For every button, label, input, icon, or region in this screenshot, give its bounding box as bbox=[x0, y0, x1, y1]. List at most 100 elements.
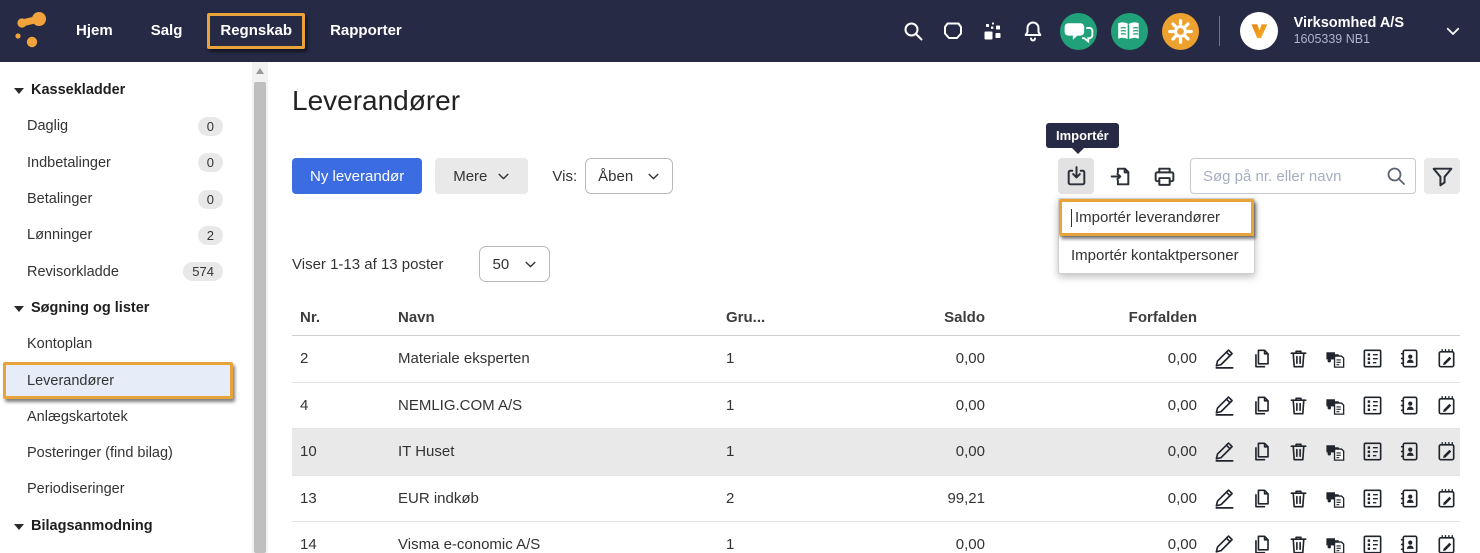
sidebar-item-label: Posteringer (find bilag) bbox=[27, 445, 173, 462]
company-switcher[interactable]: Virksomhed A/S 1605339 NB1 bbox=[1294, 14, 1404, 48]
delete-icon[interactable] bbox=[1287, 394, 1310, 417]
view-filter-value: Åben bbox=[598, 167, 634, 185]
sidebar-section-kassekladder[interactable]: Kassekladder bbox=[0, 72, 270, 108]
scrollbar-thumb[interactable] bbox=[254, 82, 266, 553]
note-icon[interactable] bbox=[1435, 440, 1458, 463]
invoice-list-icon[interactable] bbox=[1361, 394, 1384, 417]
row-actions bbox=[1197, 347, 1460, 370]
note-icon[interactable] bbox=[1435, 533, 1458, 553]
search-icon[interactable] bbox=[900, 18, 926, 44]
search-icon[interactable] bbox=[1384, 164, 1408, 188]
sidebar-item-anl-gskartotek[interactable]: Anlægskartotek bbox=[3, 399, 233, 435]
edit-icon[interactable] bbox=[1213, 440, 1236, 463]
delivery-icon[interactable] bbox=[1324, 440, 1347, 463]
notifications-icon[interactable] bbox=[1020, 18, 1046, 44]
copy-icon[interactable] bbox=[1250, 487, 1273, 510]
sidebar-item-label: Revisorkladde bbox=[27, 263, 119, 280]
sidebar-item-label: Anlægskartotek bbox=[27, 408, 128, 425]
delivery-icon[interactable] bbox=[1324, 533, 1347, 553]
note-icon[interactable] bbox=[1435, 347, 1458, 370]
nav-item-rapporter[interactable]: Rapporter bbox=[330, 22, 402, 39]
invoice-list-icon[interactable] bbox=[1361, 533, 1384, 553]
contacts-icon[interactable] bbox=[1398, 487, 1421, 510]
top-navbar: Hjem Salg Regnskab Rapporter Virksomhed A/S… bbox=[0, 0, 1480, 62]
chevron-down-icon[interactable] bbox=[1444, 22, 1462, 40]
table-row[interactable]: 14 Visma e-conomic A/S 1 0,00 0,00 bbox=[292, 522, 1460, 553]
contacts-icon[interactable] bbox=[1398, 440, 1421, 463]
copy-icon[interactable] bbox=[1250, 533, 1273, 553]
edit-icon[interactable] bbox=[1213, 394, 1236, 417]
import-icon[interactable] bbox=[1058, 158, 1094, 194]
nav-item-salg[interactable]: Salg bbox=[150, 22, 183, 39]
column-header-gruppe[interactable]: Gru... bbox=[726, 309, 766, 326]
delete-icon[interactable] bbox=[1287, 533, 1310, 553]
note-icon[interactable] bbox=[1435, 394, 1458, 417]
delete-icon[interactable] bbox=[1287, 487, 1310, 510]
company-number: 1605339 NB1 bbox=[1293, 32, 1371, 47]
sidebar-item-daglig[interactable]: Daglig 0 bbox=[3, 108, 233, 144]
nav-item-hjem[interactable]: Hjem bbox=[76, 22, 113, 39]
sidebar-item-kontoplan[interactable]: Kontoplan bbox=[3, 326, 233, 362]
visma-logo-icon[interactable] bbox=[14, 10, 50, 52]
view-filter-select[interactable]: Åben bbox=[585, 158, 674, 194]
contacts-icon[interactable] bbox=[1398, 533, 1421, 553]
table-row[interactable]: 13 EUR indkøb 2 99,21 0,00 bbox=[292, 476, 1460, 522]
delivery-icon[interactable] bbox=[1324, 347, 1347, 370]
sidebar-item-posteringer-find-bilag[interactable]: Posteringer (find bilag) bbox=[3, 435, 233, 471]
inbox-icon[interactable] bbox=[940, 18, 966, 44]
menu-item-import-r-kontaktpersoner[interactable]: Importér kontaktpersoner bbox=[1059, 236, 1254, 273]
column-header-forfalden[interactable]: Forfalden bbox=[1128, 309, 1197, 326]
export-icon[interactable] bbox=[1102, 158, 1138, 194]
print-icon[interactable] bbox=[1146, 158, 1182, 194]
table-row[interactable]: 4 NEMLIG.COM A/S 1 0,00 0,00 bbox=[292, 383, 1460, 429]
edit-icon[interactable] bbox=[1213, 533, 1236, 553]
table-row[interactable]: 10 IT Huset 1 0,00 0,00 bbox=[292, 429, 1460, 476]
supplier-balance: 0,00 bbox=[955, 443, 985, 461]
note-icon[interactable] bbox=[1435, 487, 1458, 510]
supplier-group: 1 bbox=[726, 396, 735, 414]
academy-book-icon[interactable] bbox=[1110, 12, 1148, 50]
delete-icon[interactable] bbox=[1287, 440, 1310, 463]
invoice-list-icon[interactable] bbox=[1361, 487, 1384, 510]
filter-icon[interactable] bbox=[1424, 158, 1460, 194]
sidebar-section-bilagsanmodning[interactable]: Bilagsanmodning bbox=[0, 508, 270, 544]
table-row[interactable]: 2 Materiale eksperten 1 0,00 0,00 bbox=[292, 336, 1460, 383]
sidebar-item-leverand-rer[interactable]: Leverandører bbox=[3, 362, 233, 399]
column-header-nr[interactable]: Nr. bbox=[300, 309, 321, 326]
company-avatar[interactable] bbox=[1239, 12, 1278, 50]
search-input[interactable] bbox=[1190, 158, 1416, 194]
delivery-icon[interactable] bbox=[1324, 487, 1347, 510]
edit-icon[interactable] bbox=[1213, 487, 1236, 510]
contacts-icon[interactable] bbox=[1398, 394, 1421, 417]
nav-item-regnskab[interactable]: Regnskab bbox=[220, 22, 293, 39]
invoice-list-icon[interactable] bbox=[1361, 347, 1384, 370]
column-header-navn[interactable]: Navn bbox=[398, 309, 435, 326]
sidebar-scrollbar[interactable] bbox=[252, 62, 268, 553]
copy-icon[interactable] bbox=[1250, 394, 1273, 417]
contacts-icon[interactable] bbox=[1398, 347, 1421, 370]
settings-gear-icon[interactable] bbox=[1161, 12, 1199, 50]
sidebar-item-periodiseringer[interactable]: Periodiseringer bbox=[3, 471, 233, 507]
caret-down-icon bbox=[14, 88, 24, 95]
copy-icon[interactable] bbox=[1250, 347, 1273, 370]
page-size-select[interactable]: 50 bbox=[479, 246, 551, 282]
sidebar-item-indbetalinger[interactable]: Indbetalinger 0 bbox=[3, 145, 233, 181]
chat-icon[interactable] bbox=[1059, 12, 1097, 50]
menu-item-import-r-leverand-rer[interactable]: Importér leverandører bbox=[1059, 199, 1254, 236]
apps-icon[interactable] bbox=[980, 18, 1006, 44]
delete-icon[interactable] bbox=[1287, 347, 1310, 370]
supplier-due: 0,00 bbox=[1167, 536, 1197, 553]
delivery-icon[interactable] bbox=[1324, 394, 1347, 417]
new-supplier-button[interactable]: Ny leverandør bbox=[292, 158, 423, 194]
sidebar-item-revisorkladde[interactable]: Revisorkladde 574 bbox=[3, 253, 233, 289]
column-header-saldo[interactable]: Saldo bbox=[944, 309, 985, 326]
scroll-up-arrow-icon[interactable] bbox=[256, 68, 264, 74]
copy-icon[interactable] bbox=[1250, 440, 1273, 463]
invoice-list-icon[interactable] bbox=[1361, 440, 1384, 463]
more-button[interactable]: Mere bbox=[435, 158, 529, 194]
sidebar-section-s-gning-og-lister[interactable]: Søgning og lister bbox=[0, 290, 270, 326]
sidebar-item-label: Indbetalinger bbox=[27, 154, 111, 171]
sidebar-item-l-nninger[interactable]: Lønninger 2 bbox=[3, 217, 233, 253]
edit-icon[interactable] bbox=[1213, 347, 1236, 370]
sidebar-item-betalinger[interactable]: Betalinger 0 bbox=[3, 181, 233, 217]
